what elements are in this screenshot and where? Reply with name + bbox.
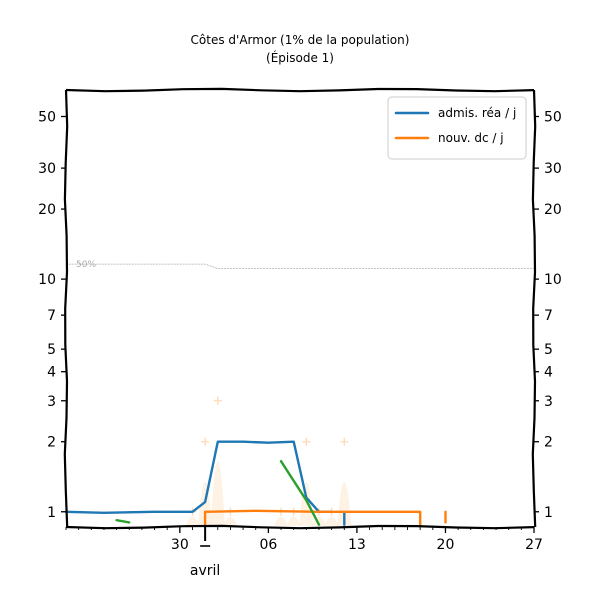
reference-line-label: 50% — [76, 260, 96, 270]
axis-spine-top — [65, 87, 535, 93]
x-tick-label: 27 — [525, 537, 543, 553]
y-tick-label-left: 30 — [38, 161, 56, 177]
series-line-unnamed — [279, 460, 321, 526]
y-tick-label-left: 4 — [47, 365, 56, 381]
y-tick-label-left: 10 — [38, 272, 56, 288]
raw-point-area — [274, 516, 288, 526]
y-tick-label-left: 3 — [47, 394, 56, 410]
reference-line-group: 50% — [65, 260, 535, 270]
y-tick-label-right: 50 — [544, 110, 562, 126]
raw-point-marker — [213, 396, 222, 405]
legend-label: nouv. dc / j — [438, 131, 504, 145]
raw-points-group — [185, 396, 352, 526]
raw-point-area — [223, 516, 238, 526]
legend-label: admis. réa / j — [438, 106, 516, 120]
y-tick-label-left: 7 — [47, 308, 56, 324]
y-tick-label-left: 50 — [38, 110, 56, 126]
series-line-nouv-dc-j — [203, 509, 422, 526]
x-tick-label: 13 — [348, 537, 366, 553]
y-tick-label-right: 4 — [544, 365, 553, 381]
y-tick-label-right: 3 — [544, 394, 553, 410]
y-tick-label-right: 10 — [544, 272, 562, 288]
raw-point-area — [185, 516, 200, 526]
y-tick-label-right: 1 — [544, 505, 553, 521]
y-tick-label-left: 20 — [38, 202, 56, 218]
x-month-label: avril — [190, 563, 220, 579]
raw-point-marker — [201, 437, 210, 446]
series-group — [64, 440, 447, 526]
raw-point-area — [210, 461, 225, 526]
axis-spine-right — [531, 89, 537, 528]
axis-spine-left — [63, 89, 69, 528]
y-tick-label-right: 5 — [544, 342, 553, 358]
raw-point-marker — [340, 437, 349, 446]
chart-title: Côtes d'Armor (1% de la population) — [191, 33, 410, 47]
y-tick-label-left: 2 — [47, 435, 56, 451]
raw-point-area — [286, 516, 301, 526]
legend: admis. réa / j nouv. dc / j — [387, 96, 527, 160]
y-tick-label-right: 7 — [544, 308, 553, 324]
y-tick-label-left: 5 — [47, 342, 56, 358]
raw-point-marker — [302, 437, 311, 446]
y-tick-label-right: 30 — [544, 161, 562, 177]
x-tick-label: 20 — [437, 537, 455, 553]
y-tick-label-right: 2 — [544, 435, 553, 451]
series-line-unnamed — [115, 519, 131, 524]
chart-subtitle: (Épisode 1) — [266, 50, 334, 65]
series-line-admis-r-a-j — [64, 440, 333, 514]
raw-point-area — [324, 516, 339, 526]
reference-line — [65, 263, 535, 269]
y-tick-label-right: 20 — [544, 202, 562, 218]
x-tick-label: 30 — [171, 537, 189, 553]
y-tick-label-left: 1 — [47, 505, 56, 521]
raw-point-area — [337, 481, 352, 526]
axes-group: 1 1 2 2 3 3 4 4 5 5 7 7 10 10 20 20 30 30 50 50 30 06 13 20 27 av… — [38, 87, 562, 579]
x-tick-label: 06 — [259, 537, 277, 553]
raw-point-area — [198, 481, 213, 526]
axis-spine-bottom — [65, 524, 535, 530]
